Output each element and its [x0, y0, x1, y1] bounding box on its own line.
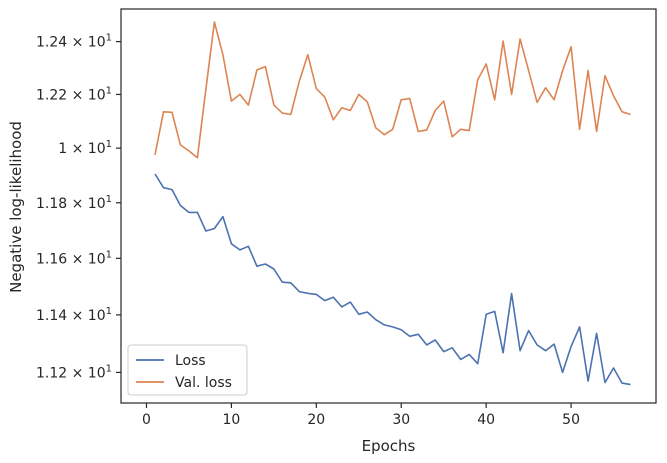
y-tick-label: 1.12 × 101 — [36, 363, 112, 381]
series-line-loss — [154, 173, 631, 386]
x-tick-label: 50 — [562, 412, 580, 428]
legend: Loss Val. loss — [127, 344, 248, 396]
x-tick-label: 10 — [222, 412, 240, 428]
y-tick-label: 1.16 × 101 — [36, 249, 112, 267]
plot-background — [121, 9, 656, 403]
x-tick-label: 20 — [307, 412, 325, 428]
legend-label-loss: Loss — [175, 353, 206, 369]
y-tick-label: 1.22 × 101 — [36, 85, 112, 103]
legend-label-val-loss: Val. loss — [175, 375, 232, 391]
x-axis: 0 10 20 30 40 50 — [142, 403, 580, 428]
y-tick-label: 1.18 × 101 — [36, 194, 112, 212]
x-axis-title: Epochs — [362, 437, 416, 455]
y-axis: 1.12 × 101 1.14 × 101 1.16 × 101 1.18 × 101… — [36, 33, 121, 381]
x-tick-label: 30 — [392, 412, 410, 428]
plot-frame — [120, 8, 657, 404]
y-tick-label: 1.24 × 101 — [36, 33, 112, 51]
series-line-val-loss — [154, 21, 631, 159]
y-axis-title: Negative log-likelihood — [7, 121, 25, 293]
x-tick-label: 40 — [477, 412, 495, 428]
y-tick-label: 1.14 × 101 — [36, 306, 112, 324]
y-tick-label: 1 × 101 — [58, 139, 112, 157]
series-layer — [154, 21, 631, 386]
x-tick-label: 0 — [142, 412, 151, 428]
